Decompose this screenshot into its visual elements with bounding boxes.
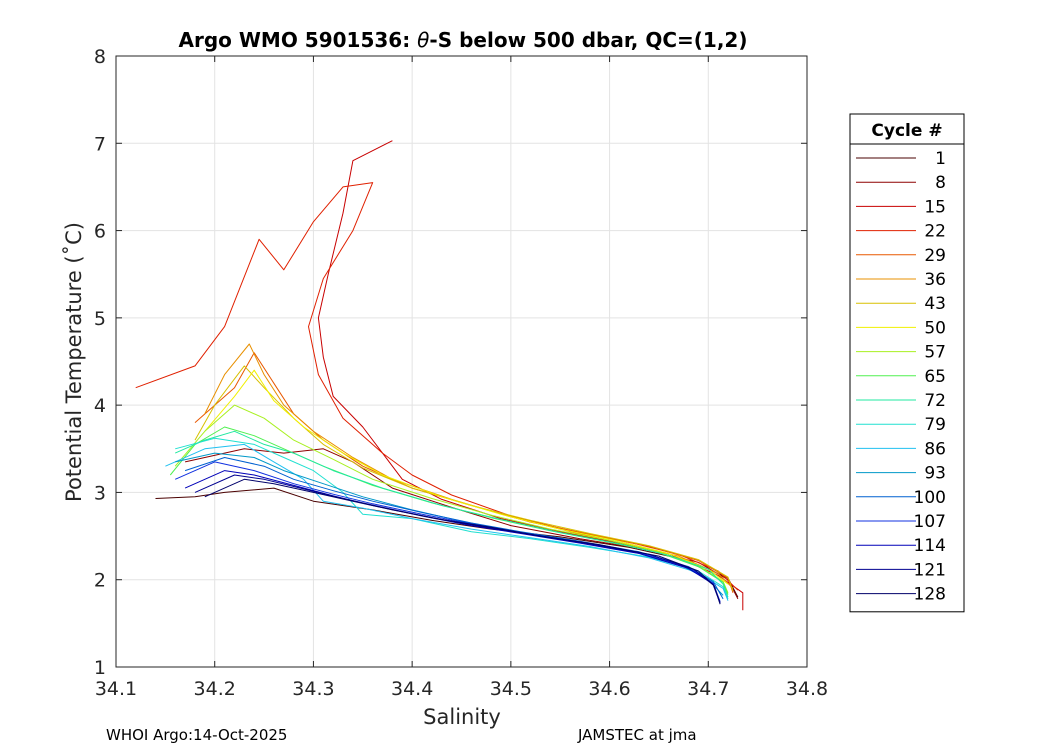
y-tick-label: 7: [94, 133, 106, 155]
chart-title: Argo WMO 5901536: θ-S below 500 dbar, QC…: [179, 28, 748, 52]
series-group: [135, 140, 744, 611]
legend-label: 36: [924, 270, 946, 290]
y-axis-label: Potential Temperature (˚C): [62, 222, 86, 502]
grid-lines: [116, 56, 807, 667]
legend: Cycle # 1 8 15 22 29 36 43 50 57 65 72 79 86 93 100 107 1…: [849, 113, 965, 613]
footer-credit: JAMSTEC at jma: [578, 726, 697, 744]
y-tick-label: 4: [94, 395, 106, 417]
legend-label: 114: [914, 536, 946, 556]
legend-label: 93: [924, 464, 946, 484]
y-tick-label: 6: [94, 221, 106, 243]
legend-label: 65: [924, 367, 946, 387]
y-tick-label: 2: [94, 570, 106, 592]
legend-label: 86: [924, 439, 946, 459]
x-tick-label: 34.7: [687, 678, 729, 700]
legend-label: 79: [924, 415, 946, 435]
legend-box: [849, 113, 965, 613]
series-line-cycle-43: [194, 365, 734, 592]
series-line-cycle-50: [204, 369, 729, 585]
legend-label: 8: [935, 173, 946, 193]
legend-label: 43: [924, 294, 946, 314]
legend-label: 72: [924, 391, 946, 411]
legend-label: 121: [914, 560, 946, 580]
x-tick-label: 34.8: [786, 678, 828, 700]
legend-label: 50: [924, 318, 946, 338]
legend-label: 1: [935, 149, 946, 169]
series-line-cycle-86: [165, 443, 729, 601]
legend-title: Cycle #: [871, 121, 942, 141]
legend-label: 100: [914, 488, 946, 508]
legend-label: 128: [914, 585, 946, 605]
x-tick-label: 34.1: [95, 678, 137, 700]
x-tick-label: 34.4: [391, 678, 433, 700]
footer-source: WHOI Argo:14-Oct-2025: [106, 726, 288, 744]
axis-ticks: 34.1 34.2 34.3 34.4 34.5 34.6 34.7 34.8 1 2 3 4 5 6 7 8: [94, 46, 828, 700]
legend-label: 15: [924, 197, 946, 217]
y-tick-label: 3: [94, 482, 106, 504]
y-tick-label: 8: [94, 46, 106, 68]
x-tick-label: 34.6: [588, 678, 630, 700]
legend-label: 22: [924, 222, 946, 242]
x-axis-label: Salinity: [423, 705, 501, 729]
plot-area: [116, 56, 807, 667]
plot-frame: [115, 55, 808, 668]
legend-label: 107: [914, 512, 946, 532]
legend-label: 29: [924, 246, 946, 266]
x-tick-label: 34.5: [490, 678, 532, 700]
y-tick-label: 1: [94, 657, 106, 679]
x-tick-label: 34.2: [194, 678, 236, 700]
x-tick-label: 34.3: [292, 678, 334, 700]
y-tick-label: 5: [94, 308, 106, 330]
legend-label: 57: [924, 343, 946, 363]
series-line-cycle-128: [204, 478, 721, 605]
series-line-cycle-72: [174, 430, 729, 598]
